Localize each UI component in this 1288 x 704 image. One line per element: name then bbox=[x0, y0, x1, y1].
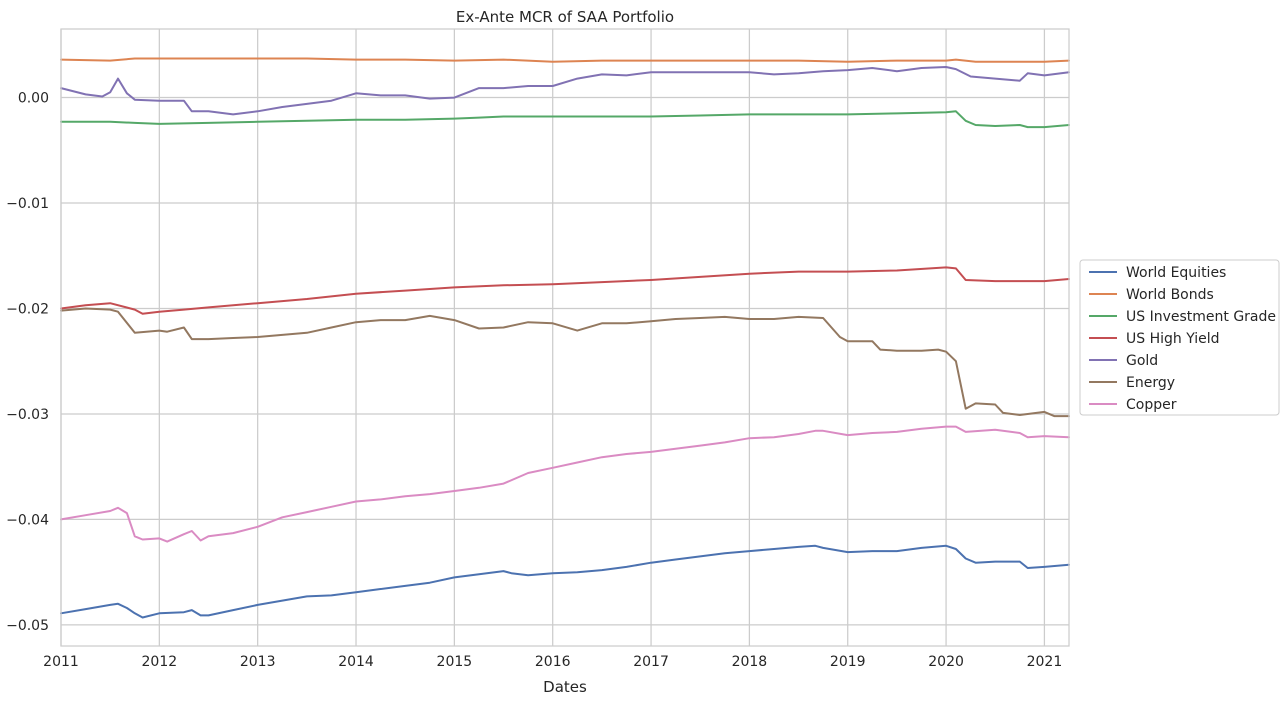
legend-label: US High Yield bbox=[1126, 331, 1220, 347]
plot-frame bbox=[60, 28, 1070, 647]
x-tick-label: 2018 bbox=[732, 654, 768, 670]
series-line-4 bbox=[60, 66, 1070, 116]
x-axis-title: Dates bbox=[543, 678, 587, 696]
y-tick-label: −0.03 bbox=[6, 407, 49, 423]
x-tick-label: 2011 bbox=[43, 654, 79, 670]
x-tick-label: 2016 bbox=[535, 654, 571, 670]
y-tick-labels: 0.00 −0.01 −0.02 −0.03 −0.04 −0.05 bbox=[6, 91, 49, 634]
legend-frame bbox=[1079, 259, 1280, 416]
chart-title: Ex-Ante MCR of SAA Portfolio bbox=[456, 8, 674, 26]
grid-lines bbox=[60, 29, 1069, 646]
series-line-3 bbox=[60, 266, 1070, 315]
legend: World Equities World Bonds US Investment G… bbox=[1079, 259, 1280, 416]
y-tick-label: −0.04 bbox=[6, 512, 49, 528]
x-tick-labels: 2011 2012 2013 2014 2015 2016 2017 2018 2019 2020… bbox=[43, 654, 1062, 670]
legend-items: World Equities World Bonds US Investment G… bbox=[1089, 265, 1276, 413]
x-tick-label: 2012 bbox=[142, 654, 178, 670]
y-tick-label: −0.01 bbox=[6, 196, 49, 212]
y-tick-label: 0.00 bbox=[18, 91, 49, 107]
series-line-2 bbox=[60, 110, 1070, 129]
legend-label: Energy bbox=[1126, 375, 1175, 391]
legend-label: World Equities bbox=[1126, 265, 1226, 281]
legend-label: Copper bbox=[1126, 397, 1177, 413]
series-line-0 bbox=[60, 544, 1070, 619]
x-tick-label: 2013 bbox=[240, 654, 276, 670]
x-tick-label: 2014 bbox=[338, 654, 374, 670]
series-lines bbox=[60, 57, 1070, 619]
x-tick-label: 2017 bbox=[633, 654, 669, 670]
x-tick-label: 2019 bbox=[830, 654, 866, 670]
series-line-5 bbox=[60, 307, 1070, 418]
y-tick-label: −0.05 bbox=[6, 618, 49, 634]
x-tick-label: 2020 bbox=[928, 654, 964, 670]
legend-label: World Bonds bbox=[1126, 287, 1214, 303]
legend-label: US Investment Grade bbox=[1126, 309, 1276, 325]
series-line-1 bbox=[60, 57, 1070, 63]
legend-label: Gold bbox=[1126, 353, 1158, 369]
y-tick-label: −0.02 bbox=[6, 301, 49, 317]
series-line-6 bbox=[60, 425, 1070, 543]
x-tick-label: 2015 bbox=[437, 654, 473, 670]
x-tick-label: 2021 bbox=[1027, 654, 1063, 670]
